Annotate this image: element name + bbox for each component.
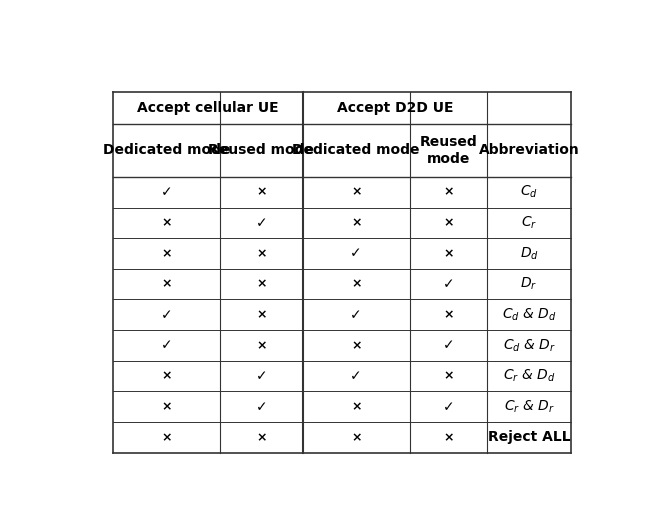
Text: $D_r$: $D_r$ bbox=[520, 276, 537, 292]
Text: ×: × bbox=[256, 278, 267, 291]
Text: ×: × bbox=[161, 431, 171, 444]
Text: ✓: ✓ bbox=[443, 277, 455, 291]
Text: $C_d$: $C_d$ bbox=[520, 184, 538, 200]
Text: ✓: ✓ bbox=[350, 247, 362, 260]
Text: ×: × bbox=[351, 339, 361, 352]
Text: ✓: ✓ bbox=[443, 400, 455, 414]
Text: $C_r$: $C_r$ bbox=[521, 214, 537, 231]
Text: ×: × bbox=[256, 431, 267, 444]
Text: Reject ALL: Reject ALL bbox=[487, 431, 570, 444]
Text: ×: × bbox=[161, 278, 171, 291]
Text: ×: × bbox=[351, 217, 361, 229]
Text: ×: × bbox=[351, 431, 361, 444]
Text: ×: × bbox=[351, 401, 361, 413]
Text: ✓: ✓ bbox=[256, 400, 267, 414]
Text: Accept D2D UE: Accept D2D UE bbox=[336, 101, 453, 115]
Text: Abbreviation: Abbreviation bbox=[479, 143, 579, 158]
Text: ×: × bbox=[443, 186, 454, 199]
Text: ×: × bbox=[443, 247, 454, 260]
Text: ×: × bbox=[351, 186, 361, 199]
Text: ✓: ✓ bbox=[160, 308, 172, 322]
Text: ✓: ✓ bbox=[256, 216, 267, 230]
Text: ✓: ✓ bbox=[160, 185, 172, 199]
Text: ✓: ✓ bbox=[350, 369, 362, 383]
Text: $C_d$ & $D_d$: $C_d$ & $D_d$ bbox=[502, 307, 556, 323]
Text: ×: × bbox=[161, 247, 171, 260]
Text: Accept cellular UE: Accept cellular UE bbox=[137, 101, 279, 115]
Text: ×: × bbox=[256, 339, 267, 352]
Text: Reused mode: Reused mode bbox=[208, 143, 314, 158]
Text: ×: × bbox=[443, 217, 454, 229]
Text: $C_d$ & $D_r$: $C_d$ & $D_r$ bbox=[503, 337, 556, 354]
Text: ✓: ✓ bbox=[160, 338, 172, 353]
Text: ×: × bbox=[351, 278, 361, 291]
Text: $C_r$ & $D_d$: $C_r$ & $D_d$ bbox=[503, 368, 555, 384]
Text: Dedicated mode: Dedicated mode bbox=[292, 143, 420, 158]
Text: ×: × bbox=[443, 431, 454, 444]
Text: ×: × bbox=[256, 308, 267, 321]
Text: $D_d$: $D_d$ bbox=[520, 245, 539, 262]
Text: ✓: ✓ bbox=[350, 308, 362, 322]
Text: ×: × bbox=[161, 401, 171, 413]
Text: ×: × bbox=[161, 369, 171, 383]
Text: ×: × bbox=[256, 186, 267, 199]
Text: ×: × bbox=[256, 247, 267, 260]
Text: $C_r$ & $D_r$: $C_r$ & $D_r$ bbox=[504, 398, 555, 415]
Text: ✓: ✓ bbox=[443, 338, 455, 353]
Text: ×: × bbox=[443, 308, 454, 321]
Text: ×: × bbox=[161, 217, 171, 229]
Text: ×: × bbox=[443, 369, 454, 383]
Text: ✓: ✓ bbox=[256, 369, 267, 383]
Text: Reused
mode: Reused mode bbox=[420, 135, 478, 166]
Text: Dedicated mode: Dedicated mode bbox=[102, 143, 230, 158]
